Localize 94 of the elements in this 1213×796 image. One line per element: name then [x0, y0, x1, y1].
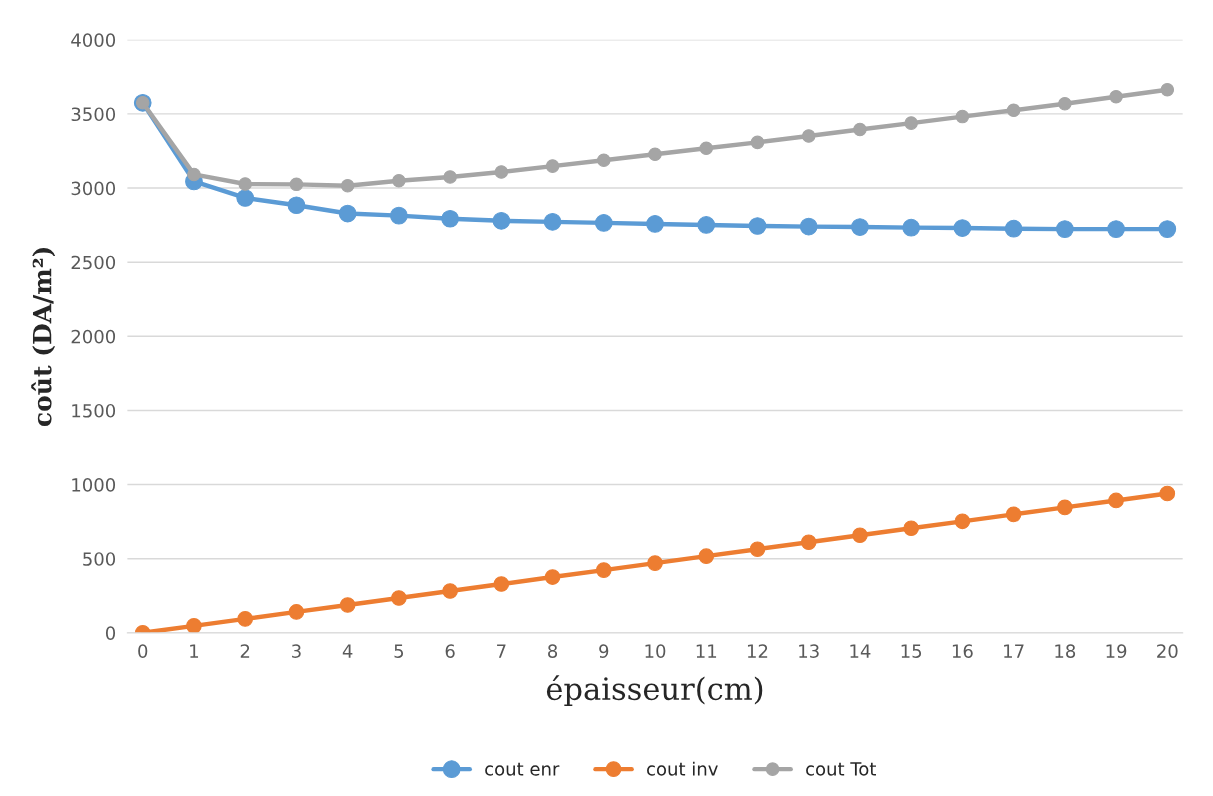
- point: [544, 569, 561, 585]
- point: [391, 590, 407, 606]
- point: [902, 218, 921, 237]
- legend-label: cout Tot: [806, 762, 876, 776]
- legend-label: cout inv: [647, 761, 718, 776]
- point: [799, 217, 818, 236]
- x-tick-label: 17: [1004, 644, 1024, 658]
- y-tick-label: 4000: [71, 33, 116, 47]
- point: [851, 218, 869, 236]
- point: [1159, 485, 1176, 502]
- y-tick-label: 2500: [71, 255, 116, 270]
- point: [647, 555, 663, 571]
- point: [238, 177, 252, 191]
- y-tick-label: 1500: [72, 403, 116, 418]
- y-tick-label: 2000: [71, 329, 116, 344]
- point: [442, 583, 458, 599]
- x-tick-label: 0: [138, 644, 148, 658]
- x-tick-label: 13: [799, 644, 819, 658]
- point: [853, 122, 867, 137]
- point: [594, 214, 613, 232]
- point: [801, 129, 816, 143]
- x-tick-label: 18: [1055, 644, 1076, 658]
- point: [543, 213, 562, 231]
- point: [187, 167, 201, 182]
- point: [1058, 96, 1072, 111]
- point: [339, 597, 356, 613]
- point: [545, 159, 560, 173]
- x-tick-label: 7: [497, 644, 506, 658]
- point: [492, 211, 511, 230]
- point: [698, 548, 715, 564]
- x-tick-label: 19: [1106, 644, 1127, 658]
- x-tick-label: 10: [645, 644, 666, 658]
- point: [697, 216, 716, 234]
- y-tick-label: 1000: [72, 478, 116, 492]
- point: [186, 618, 202, 633]
- point: [392, 174, 406, 188]
- legend-label: cout enr: [485, 762, 560, 776]
- point: [904, 116, 918, 130]
- point: [852, 527, 868, 544]
- x-tick-label: 15: [901, 644, 922, 658]
- point: [1108, 492, 1124, 509]
- point: [338, 204, 357, 223]
- point: [955, 109, 970, 124]
- x-tick-label: 2: [240, 644, 250, 658]
- x-tick-label: 4: [342, 644, 353, 658]
- point: [1109, 89, 1123, 104]
- x-tick-label: 5: [394, 644, 404, 658]
- x-tick-label: 3: [292, 644, 301, 658]
- point: [288, 604, 305, 620]
- x-tick-label: 1: [190, 644, 199, 658]
- point: [954, 513, 971, 530]
- x-tick-label: 12: [747, 644, 768, 658]
- point: [1158, 220, 1177, 238]
- point: [1006, 103, 1021, 117]
- point: [597, 153, 611, 167]
- x-tick-label: 20: [1157, 644, 1178, 658]
- x-axis-title: épaisseur(cm): [546, 675, 763, 707]
- x-tick-label: 14: [850, 644, 871, 658]
- point: [1057, 499, 1073, 516]
- point: [750, 135, 765, 150]
- x-tick-label: 8: [548, 644, 558, 658]
- point: [390, 206, 408, 225]
- point: [1107, 220, 1125, 238]
- x-tick-label: 6: [445, 644, 455, 658]
- point: [648, 147, 662, 162]
- point: [903, 520, 919, 537]
- point: [748, 217, 767, 235]
- x-tick-label: 9: [599, 644, 609, 658]
- point: [443, 170, 457, 184]
- point: [236, 189, 255, 207]
- point: [1056, 220, 1074, 238]
- point: [1005, 506, 1022, 523]
- point: [441, 209, 459, 228]
- point: [289, 177, 304, 192]
- point: [1160, 82, 1175, 97]
- point: [494, 165, 509, 179]
- point: [595, 562, 612, 578]
- y-tick-label: 3000: [71, 181, 116, 196]
- point: [800, 534, 817, 551]
- y-axis-title: coût (DA/m²): [31, 247, 56, 427]
- point: [646, 215, 664, 233]
- point: [340, 178, 355, 193]
- point: [237, 611, 253, 627]
- point: [287, 196, 306, 215]
- point: [953, 219, 972, 237]
- point: [749, 541, 766, 558]
- x-tick-label: 11: [696, 644, 717, 658]
- x-tick-label: 16: [952, 644, 973, 658]
- point: [493, 576, 510, 592]
- y-tick-label: 500: [83, 552, 116, 566]
- point: [699, 141, 714, 156]
- y-tick-label: 0: [105, 626, 116, 640]
- y-tick-label: 3500: [71, 107, 116, 122]
- point: [1004, 219, 1023, 238]
